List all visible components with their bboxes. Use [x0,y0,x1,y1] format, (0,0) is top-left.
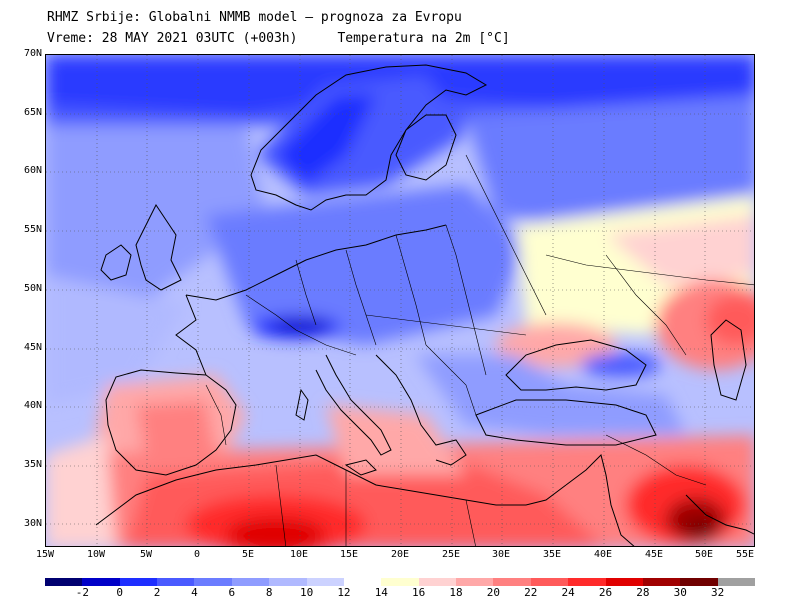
lon-label-20e: 20E [390,549,410,560]
colorbar-label: -2 [75,586,89,599]
colorbar [45,578,756,586]
colorbar-segment [269,578,308,586]
colorbar-segment [418,578,457,586]
lat-label-55n: 55N [23,224,42,235]
lat-label-30n: 30N [23,518,42,529]
lon-label-15w: 15W [35,549,55,560]
colorbar-label: 26 [598,586,613,599]
colorbar-segment [231,578,270,586]
temperature-map [45,54,755,547]
colorbar-segment [194,578,233,586]
lon-label-30e: 30E [491,549,511,560]
lon-label-10e: 10E [289,549,309,560]
colorbar-label: 8 [265,586,273,599]
colorbar-segment [717,578,756,586]
lat-label-70n: 70N [23,48,42,59]
lon-label-5w: 5W [139,549,153,560]
colorbar-segment [306,578,345,586]
lat-label-65n: 65N [23,107,42,118]
colorbar-label: 16 [412,586,426,599]
colorbar-label: 20 [486,586,501,599]
lon-label-50e: 50E [694,549,714,560]
lon-label-15e: 15E [339,549,359,560]
colorbar-label: 6 [228,586,236,599]
colorbar-segment [493,578,532,586]
colorbar-label: 14 [374,586,388,599]
chart-title: RHMZ Srbije: Globalni NMMB model — progn… [47,10,462,25]
colorbar-segment [568,578,607,586]
colorbar-label: 24 [561,586,575,599]
colorbar-label: 0 [116,586,124,599]
colorbar-segment [82,578,121,586]
map-canvas [46,55,754,546]
lat-label-35n: 35N [23,459,42,470]
colorbar-segment [119,578,158,586]
lat-label-50n: 50N [23,283,42,294]
lon-label-55e: 55E [735,549,755,560]
parameter-label: Temperatura na 2m [°C] [337,31,510,46]
colorbar-label: 28 [636,586,650,599]
lon-label-25e: 25E [441,549,461,560]
lat-label-45n: 45N [23,342,42,353]
country-borders [205,154,754,546]
coastlines [95,64,754,546]
colorbar-segment [381,578,420,586]
lon-label-10w: 10W [86,549,106,560]
colorbar-label: 12 [337,586,351,599]
colorbar-segment [157,578,195,586]
colorbar-label: 2 [153,586,161,599]
lon-label-40e: 40E [593,549,613,560]
colorbar-segment [605,578,644,586]
lon-label-45e: 45E [644,549,664,560]
chart-subtitle: Vreme: 28 MAY 2021 03UTC (+003h) Temperat… [47,31,510,46]
lon-label-0: 0 [193,549,201,560]
colorbar-segment [456,578,494,586]
colorbar-segment [642,578,681,586]
colorbar-label: 4 [191,586,198,599]
colorbar-label: 22 [524,586,538,599]
colorbar-label: 18 [449,586,463,599]
colorbar-segment [530,578,569,586]
lon-label-35e: 35E [542,549,562,560]
lat-label-60n: 60N [23,165,42,176]
lon-label-5e: 5E [241,549,255,560]
colorbar-segment [45,578,83,586]
colorbar-label: 30 [673,586,687,599]
colorbar-segment [680,578,719,586]
lat-label-40n: 40N [23,400,42,411]
colorbar-label: 10 [299,586,314,599]
colorbar-label: 32 [711,586,725,599]
valid-time: Vreme: 28 MAY 2021 03UTC (+003h) [47,31,298,46]
colorbar-segment [343,578,382,586]
